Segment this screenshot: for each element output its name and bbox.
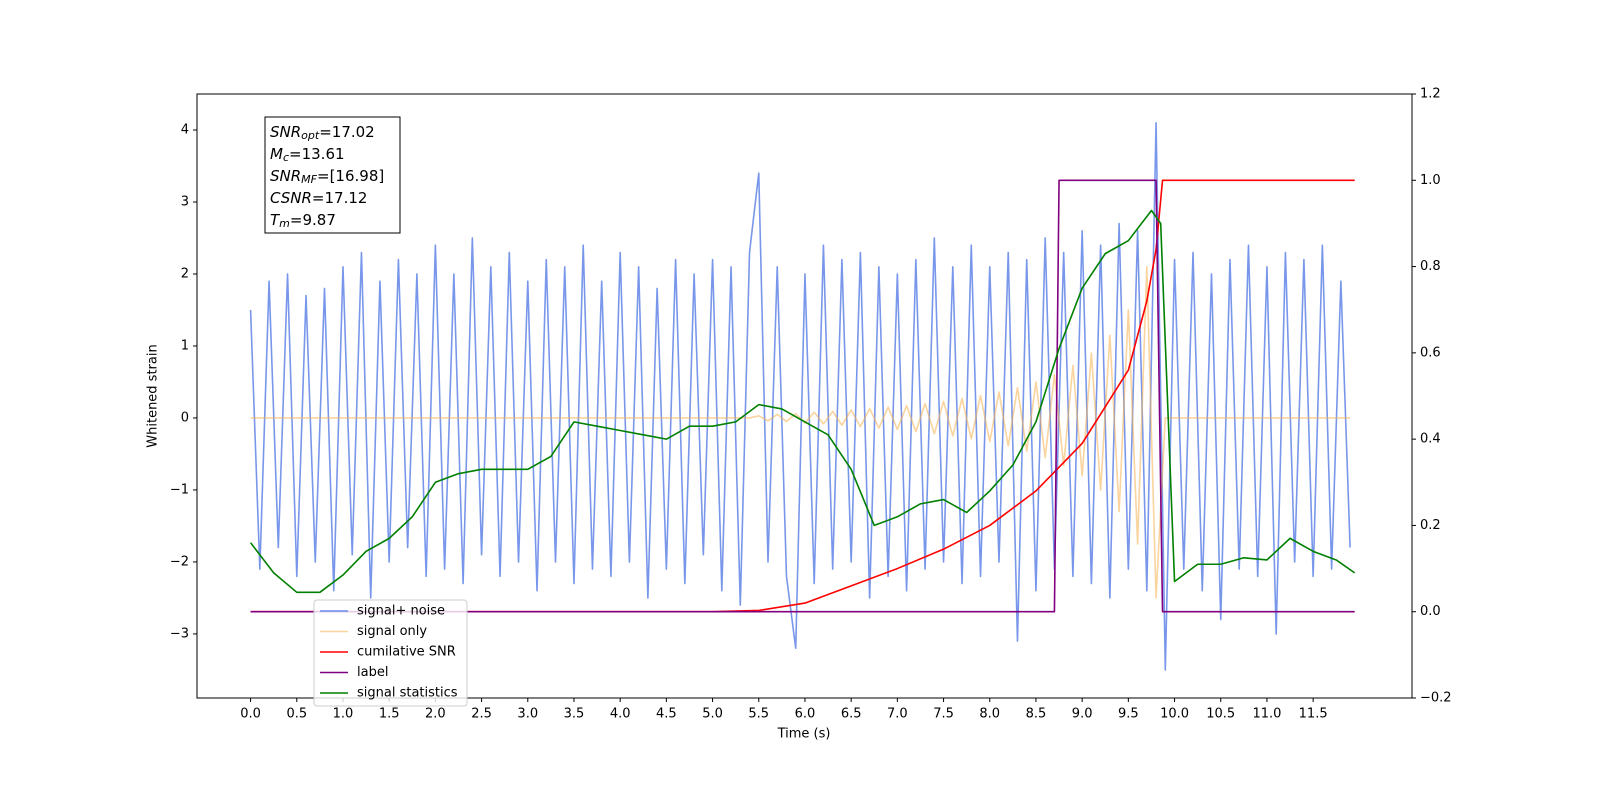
y-tick-label: 0 — [181, 410, 189, 425]
x-tick-label: 4.5 — [656, 707, 677, 722]
annotation-line: Mc=13.61 — [270, 145, 345, 165]
series-line — [250, 179, 1355, 613]
y-tick-label: 4 — [181, 122, 189, 137]
x-tick-label: 6.0 — [795, 707, 816, 722]
y2-tick-label: 0.4 — [1420, 432, 1441, 447]
y-tick-label: −3 — [170, 626, 189, 641]
y-axis-label: Whitened strain — [146, 344, 161, 447]
legend-label: signal+ noise — [357, 604, 445, 619]
x-tick-label: 9.0 — [1072, 707, 1093, 722]
x-tick-label: 2.0 — [425, 707, 446, 722]
y-tick-label: 1 — [181, 338, 189, 353]
annotation-text: CSNR — [270, 189, 312, 207]
annotation-text: SNR — [270, 123, 301, 141]
x-tick-label: 10.0 — [1160, 707, 1189, 722]
x-axis-label: Time (s) — [777, 727, 831, 742]
annotation-text: T — [270, 211, 281, 229]
legend-label: signal only — [357, 624, 427, 639]
annotation-sub: opt — [301, 129, 320, 142]
x-tick-label: 9.5 — [1118, 707, 1139, 722]
x-tick-label: 7.0 — [887, 707, 908, 722]
annotation: SNRopt=17.02Mc=13.61SNRMF=[16.98]CSNR=17… — [264, 116, 401, 234]
y-tick-label: −1 — [170, 482, 189, 497]
y2-tick-label: 1.2 — [1420, 87, 1441, 102]
y-tick-label: −2 — [170, 554, 189, 569]
legend-label: label — [357, 665, 388, 680]
y2-tick-label: 0.8 — [1420, 259, 1441, 274]
annotation-line: CSNR=17.12 — [270, 189, 367, 207]
annotation-value: =13.61 — [289, 145, 345, 163]
legend-label: signal statistics — [357, 686, 458, 701]
x-tick-label: 8.0 — [979, 707, 1000, 722]
annotation-value: =17.02 — [319, 123, 375, 141]
series-line — [250, 265, 1351, 599]
x-tick-label: 3.5 — [564, 707, 585, 722]
annotation-line: SNRopt=17.02 — [270, 123, 375, 143]
annotation-line: Tm=9.87 — [270, 211, 336, 231]
legend-box — [313, 599, 468, 707]
x-tick-label: 0.0 — [240, 707, 261, 722]
series-line — [249, 209, 1356, 594]
annotation-text: M — [270, 145, 283, 163]
x-tick-label: 8.5 — [1026, 707, 1047, 722]
y2-tick-label: −0.2 — [1420, 691, 1452, 706]
x-tick-label: 1.0 — [333, 707, 354, 722]
x-tick-label: 10.5 — [1206, 707, 1235, 722]
annotation-sub: m — [279, 217, 290, 230]
legend: signal+ noise signal only cumilative SNR la… — [313, 599, 468, 707]
annotation-line: SNRMF=[16.98] — [270, 167, 384, 187]
legend-label: cumilative SNR — [357, 645, 456, 660]
x-tick-label: 3.0 — [517, 707, 538, 722]
y2-tick-label: 0.6 — [1420, 345, 1441, 360]
annotation-box — [264, 116, 401, 234]
y2-tick-label: 0.0 — [1420, 604, 1441, 619]
series-line — [250, 179, 1355, 613]
annotation-sub: MF — [301, 173, 317, 186]
x-tick-label: 5.0 — [702, 707, 723, 722]
x-tick-label: 0.5 — [286, 707, 307, 722]
y-tick-label: 3 — [181, 194, 189, 209]
x-tick-label: 5.5 — [748, 707, 769, 722]
x-tick-label: 6.5 — [841, 707, 862, 722]
y-tick-label: 2 — [181, 266, 189, 281]
x-tick-label: 7.5 — [933, 707, 954, 722]
x-tick-label: 11.5 — [1299, 707, 1328, 722]
annotation-value: =[16.98] — [317, 167, 384, 185]
y2-tick-label: 1.0 — [1420, 173, 1441, 188]
x-tick-label: 11.0 — [1252, 707, 1281, 722]
annotation-sub: c — [283, 151, 289, 164]
x-tick-label: 2.5 — [471, 707, 492, 722]
series-line — [249, 121, 1351, 671]
annotation-value: =9.87 — [290, 211, 336, 229]
annotation-value: =17.12 — [312, 189, 368, 207]
x-tick-label: 4.0 — [610, 707, 631, 722]
annotation-text: SNR — [270, 167, 301, 185]
x-tick-label: 1.5 — [379, 707, 400, 722]
y2-tick-label: 0.2 — [1420, 518, 1441, 533]
